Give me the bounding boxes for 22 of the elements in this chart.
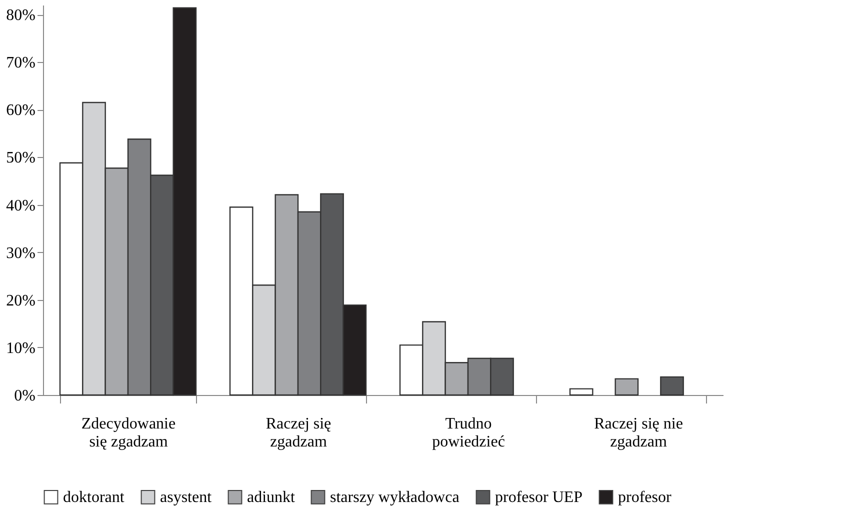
x-tick-label: Trudno powiedzieć (432, 416, 505, 450)
legend-label: starszy wykładowca (330, 489, 460, 506)
x-tick-label: Raczej się zgadzam (266, 416, 332, 450)
y-tick-label: 60% (6, 102, 36, 120)
y-tick-label: 70% (6, 54, 36, 72)
bar (569, 388, 594, 396)
y-tick-label: 10% (6, 340, 36, 357)
y-tick-label: 30% (6, 244, 36, 262)
legend-label: doktorant (63, 489, 125, 506)
legend-label: profesor UEP (495, 489, 583, 506)
x-tick-label: Raczej się nie zgadzam (594, 416, 683, 450)
bar (614, 378, 639, 396)
bar (660, 376, 684, 396)
legend-label: adiunkt (247, 489, 296, 506)
legend-label: asystent (160, 489, 212, 506)
legend-label: profesor (618, 489, 672, 506)
y-tick-label: 20% (6, 292, 36, 310)
y-tick-label: 50% (6, 150, 36, 167)
y-tick-label: 40% (6, 197, 36, 214)
y-tick-label: 0% (14, 388, 36, 404)
y-tick-label: 80% (6, 7, 36, 24)
x-tick-label: Zdecydowanie się zgadzam (81, 416, 176, 450)
